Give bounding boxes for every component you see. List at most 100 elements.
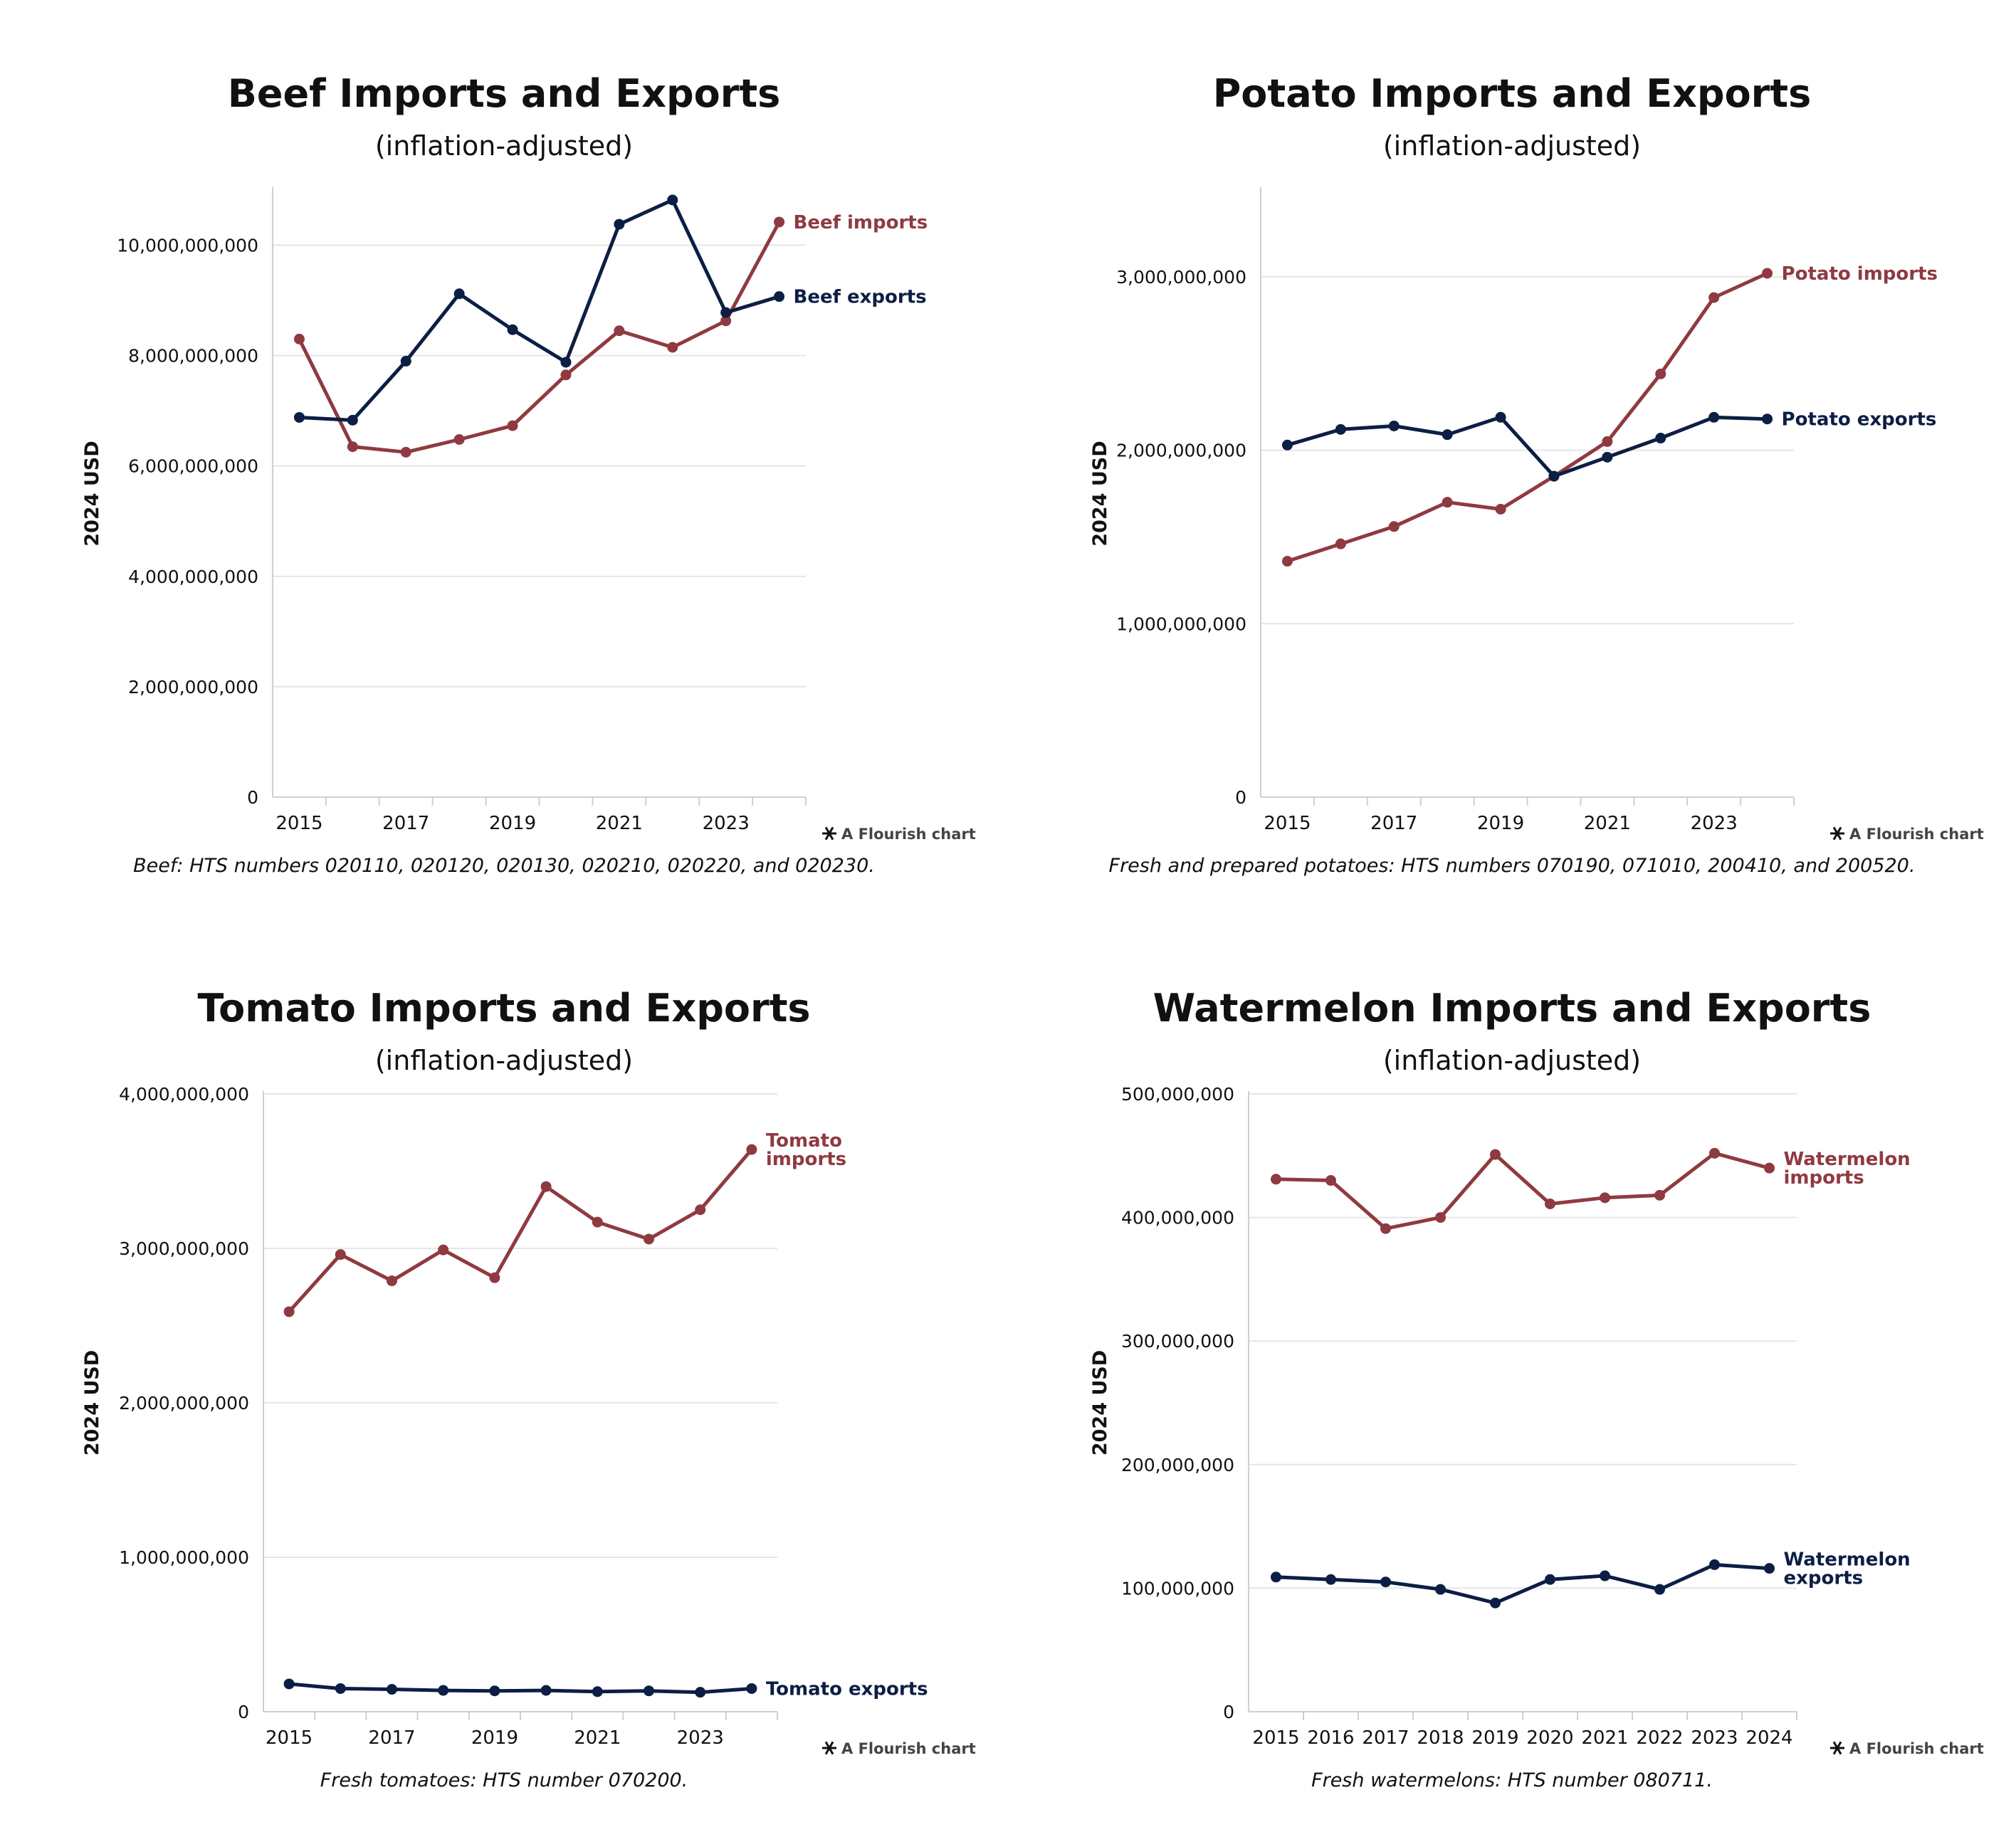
tomato-exports-point — [592, 1686, 603, 1697]
beef-exports-point — [453, 288, 465, 300]
beef-exports-point — [667, 194, 678, 206]
chart-note: Fresh watermelons: HTS number 080711. — [1311, 1769, 1713, 1791]
x-tick-label: 2023 — [1691, 813, 1738, 834]
potato-chart-svg: Potato Imports and Exports (inflation-adj… — [1089, 71, 1984, 877]
y-tick-label: 10,000,000,000 — [117, 236, 258, 256]
potato-chart-panel: Potato Imports and Exports (inflation-adj… — [1008, 0, 2016, 915]
beef-exports-point — [720, 307, 732, 318]
tomato-exports-point — [644, 1685, 654, 1697]
beef-exports-point — [293, 411, 305, 423]
tomato-imports-label: Tomato — [766, 1130, 842, 1152]
beef-exports-point — [347, 414, 358, 426]
y-tick-label: 2,000,000,000 — [119, 1393, 249, 1414]
y-tick-label: 1,000,000,000 — [1116, 614, 1246, 634]
tomato-imports-label: imports — [766, 1149, 846, 1170]
watermelon-exports-point — [1490, 1597, 1501, 1609]
flourish-logo-icon — [1830, 1741, 1844, 1755]
watermelon-exports-point — [1764, 1563, 1775, 1574]
watermelon-exports-label: Watermelon — [1784, 1549, 1911, 1571]
y-tick-label: 0 — [247, 787, 258, 808]
x-tick-label: 2019 — [471, 1727, 518, 1749]
beef-imports-point — [720, 315, 732, 327]
watermelon-imports-point — [1764, 1162, 1775, 1174]
watermelon-exports-line — [1276, 1562, 1770, 1605]
y-tick-label: 4,000,000,000 — [128, 567, 258, 587]
chart-subtitle: (inflation-adjusted) — [1383, 1045, 1641, 1076]
tomato-imports-point — [695, 1204, 706, 1216]
x-tick-label: 2021 — [1584, 813, 1631, 834]
y-tick-label: 200,000,000 — [1121, 1455, 1234, 1475]
x-tick-label: 2015 — [275, 813, 322, 834]
y-tick-label: 1,000,000,000 — [119, 1547, 249, 1568]
tomato-exports-point — [438, 1685, 449, 1696]
beef-imports-point — [507, 420, 518, 431]
x-tick-label: 2017 — [382, 813, 429, 834]
tomato-exports-point — [283, 1678, 295, 1690]
potato-exports-point — [1281, 439, 1293, 451]
watermelon-imports-label: imports — [1784, 1167, 1864, 1189]
x-tick-label: 2015 — [1264, 813, 1311, 834]
potato-imports-point — [1388, 521, 1400, 532]
watermelon-imports-point — [1490, 1149, 1501, 1160]
beef-imports-point — [774, 216, 785, 228]
y-axis-title: 2024 USD — [81, 1350, 103, 1455]
x-tick-label: 2021 — [596, 813, 643, 834]
beef-chart-svg: Beef Imports and Exports (inflation-adjus… — [81, 71, 976, 877]
flourish-logo-icon — [822, 826, 836, 841]
x-tick-label: 2019 — [1471, 1727, 1518, 1749]
tomato-imports-point — [592, 1216, 603, 1228]
x-tick-label: 2023 — [703, 813, 750, 834]
watermelon-exports-label: exports — [1784, 1568, 1864, 1589]
y-tick-label: 0 — [238, 1702, 249, 1722]
x-tick-label: 2015 — [266, 1727, 313, 1749]
potato-exports-point — [1495, 411, 1506, 423]
x-tick-label: 2020 — [1526, 1727, 1573, 1749]
tomato-exports-point — [387, 1684, 397, 1695]
flourish-logo-stroke — [824, 826, 834, 841]
x-tick-label: 2021 — [1581, 1727, 1628, 1749]
tomato-exports-point — [746, 1683, 757, 1694]
potato-imports-point — [1708, 292, 1720, 303]
tomato-exports-point — [489, 1685, 500, 1697]
potato-exports-point — [1548, 470, 1560, 482]
watermelon-exports-point — [1709, 1559, 1720, 1570]
y-tick-label: 2,000,000,000 — [1116, 441, 1246, 461]
y-axis-title: 2024 USD — [1089, 441, 1111, 546]
y-axis-title: 2024 USD — [1089, 1350, 1111, 1455]
beef-imports-line — [298, 221, 781, 454]
chart-title: Watermelon Imports and Exports — [1153, 986, 1871, 1031]
watermelon-imports-line — [1276, 1151, 1770, 1231]
watermelon-exports-point — [1600, 1570, 1610, 1581]
tomato-chart-svg: Tomato Imports and Exports (inflation-adj… — [81, 986, 976, 1791]
x-tick-label: 2015 — [1252, 1727, 1299, 1749]
chart-note: Fresh and prepared potatoes: HTS numbers… — [1109, 855, 1916, 877]
y-tick-label: 400,000,000 — [1121, 1208, 1234, 1228]
x-tick-label: 2024 — [1745, 1727, 1792, 1749]
y-tick-label: 8,000,000,000 — [128, 346, 258, 367]
beef-exports-label: Beef exports — [794, 287, 927, 308]
y-tick-label: 3,000,000,000 — [1116, 267, 1246, 288]
beef-imports-point — [400, 446, 411, 458]
chart-note: Beef: HTS numbers 020110, 020120, 020130… — [133, 855, 875, 877]
watermelon-exports-point — [1654, 1584, 1665, 1595]
chart-title: Beef Imports and Exports — [228, 71, 781, 116]
beef-exports-point — [614, 219, 625, 230]
tomato-imports-point — [644, 1233, 654, 1245]
tomato-chart-panel: Tomato Imports and Exports (inflation-adj… — [0, 915, 1008, 1829]
tomato-imports-point — [746, 1144, 757, 1155]
flourish-logo-stroke — [1832, 1741, 1842, 1755]
watermelon-imports-point — [1435, 1212, 1446, 1223]
flourish-credit: A Flourish chart — [841, 1740, 976, 1757]
beef-imports-point — [453, 434, 465, 446]
y-tick-label: 300,000,000 — [1121, 1331, 1234, 1352]
beef-imports-point — [347, 441, 358, 453]
beef-imports-label: Beef imports — [794, 212, 928, 233]
watermelon-imports-point — [1271, 1174, 1281, 1185]
y-tick-label: 6,000,000,000 — [128, 456, 258, 477]
tomato-imports-line — [288, 1148, 753, 1313]
tomato-exports-label: Tomato exports — [766, 1678, 928, 1700]
watermelon-imports-point — [1709, 1147, 1720, 1159]
potato-exports-point — [1442, 429, 1453, 441]
watermelon-imports-point — [1380, 1223, 1391, 1234]
watermelon-chart-panel: Watermelon Imports and Exports (inflation… — [1008, 915, 2016, 1829]
